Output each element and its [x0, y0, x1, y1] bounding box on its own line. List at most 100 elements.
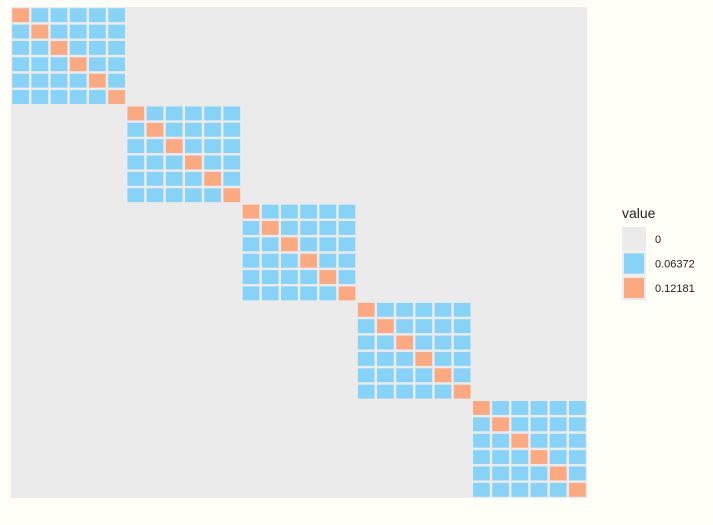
heatmap-tile-diagonal [396, 335, 413, 350]
heatmap-tile-diagonal [12, 8, 29, 23]
heatmap-tile [492, 466, 509, 481]
heatmap-tile [261, 270, 279, 284]
heatmap-tile [473, 433, 490, 448]
heatmap-tile [108, 73, 125, 88]
heatmap-tile [69, 24, 87, 39]
heatmap-tile [396, 351, 413, 366]
heatmap-tile [396, 319, 413, 334]
plot-panel [11, 7, 587, 498]
heatmap-tile [300, 237, 317, 252]
heatmap-tile [569, 450, 586, 465]
heatmap-tile [69, 40, 87, 55]
heatmap-tile [530, 466, 548, 481]
heatmap-tile-diagonal [415, 351, 433, 366]
heatmap-tile [415, 335, 433, 350]
legend-key-swatch [624, 229, 644, 249]
heatmap-tile [185, 122, 202, 137]
heatmap-tile [300, 204, 317, 219]
heatmap-tile [338, 204, 356, 219]
heatmap-tile-diagonal [127, 106, 145, 121]
heatmap-tile [377, 384, 394, 399]
heatmap-tile [242, 237, 260, 252]
heatmap-tile-diagonal [338, 286, 356, 301]
heatmap-tile [108, 24, 125, 39]
heatmap-tile [549, 433, 567, 448]
heatmap-tile [300, 221, 317, 235]
heatmap-tile [319, 221, 337, 235]
legend-key-swatch [624, 253, 644, 274]
heatmap-tile [434, 319, 452, 334]
legend-label: 0 [655, 234, 661, 246]
heatmap-tile [12, 90, 29, 104]
heatmap-tile [69, 8, 87, 23]
heatmap-tile-diagonal [146, 122, 164, 137]
heatmap-tile [31, 8, 49, 23]
heatmap-tile [357, 319, 375, 334]
heatmap-tile [357, 384, 375, 399]
heatmap-tile [319, 204, 337, 219]
heatmap-tile [223, 122, 241, 137]
heatmap-tile [530, 417, 548, 432]
heatmap-tile [453, 351, 471, 366]
heatmap-tile-diagonal [50, 40, 68, 55]
heatmap-tile [127, 188, 145, 203]
heatmap-tile-diagonal [69, 57, 87, 72]
heatmap-tile [89, 24, 106, 39]
heatmap-tile [377, 335, 394, 350]
heatmap-tile [50, 90, 68, 104]
heatmap-tile [165, 155, 183, 170]
heatmap-tile [50, 57, 68, 72]
heatmap-tile-diagonal [434, 368, 452, 383]
heatmap-tile [261, 286, 279, 301]
heatmap-tile-diagonal [281, 237, 298, 252]
heatmap-tile [146, 188, 164, 203]
heatmap-tile-diagonal [300, 253, 317, 268]
heatmap-tile [69, 73, 87, 88]
heatmap-tile [146, 106, 164, 121]
heatmap-tile [146, 139, 164, 154]
heatmap-tile-diagonal [242, 204, 260, 219]
heatmap-tile [281, 221, 298, 235]
heatmap-tile [338, 221, 356, 235]
heatmap-tile [473, 482, 490, 497]
heatmap-tile [569, 433, 586, 448]
heatmap-tile [357, 368, 375, 383]
legend-label: 0.12181 [655, 283, 695, 295]
heatmap-tile [453, 319, 471, 334]
heatmap-tile [12, 73, 29, 88]
heatmap-tile [453, 335, 471, 350]
heatmap-tile [549, 401, 567, 415]
heatmap-tile [185, 171, 202, 186]
heatmap-tile [396, 368, 413, 383]
heatmap-tile-diagonal [204, 171, 221, 186]
heatmap-tile [357, 335, 375, 350]
heatmap-tile [453, 302, 471, 317]
heatmap-tile-diagonal [530, 450, 548, 465]
heatmap-tile-diagonal [569, 482, 586, 497]
heatmap-tile [357, 351, 375, 366]
heatmap-tile [415, 368, 433, 383]
heatmap-tile [396, 302, 413, 317]
heatmap-tile [434, 351, 452, 366]
heatmap-tile [396, 384, 413, 399]
heatmap-tile [204, 122, 221, 137]
heatmap-tile [492, 450, 509, 465]
heatmap-tile [50, 73, 68, 88]
heatmap-tile-diagonal [473, 401, 490, 415]
heatmap-tile [12, 57, 29, 72]
heatmap-tile [530, 401, 548, 415]
heatmap-tile [242, 286, 260, 301]
heatmap-tile [281, 204, 298, 219]
heatmap-tile [185, 139, 202, 154]
heatmap-tile [223, 139, 241, 154]
heatmap-tile [319, 253, 337, 268]
heatmap-tile [319, 286, 337, 301]
heatmap-tile [223, 171, 241, 186]
heatmap-tile [108, 57, 125, 72]
legend-key-swatch [624, 278, 644, 298]
heatmap-tile [146, 155, 164, 170]
heatmap-tile-diagonal [108, 90, 125, 104]
legend-keys: 0 0.06372 0.12181 [622, 227, 695, 300]
heatmap-tiles [12, 8, 586, 497]
